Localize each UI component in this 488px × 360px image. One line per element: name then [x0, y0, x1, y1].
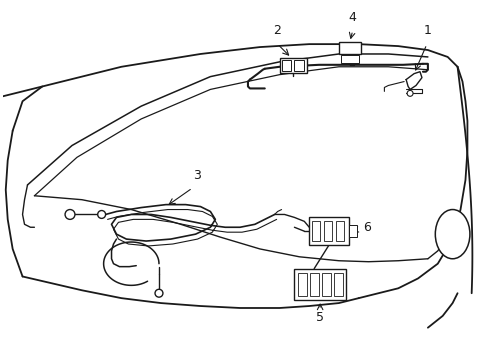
Circle shape	[407, 90, 412, 96]
Bar	[335, 221, 343, 241]
Text: 4: 4	[348, 11, 356, 24]
Circle shape	[155, 289, 163, 297]
Bar	[308, 217, 348, 245]
Ellipse shape	[434, 210, 469, 259]
Bar	[294, 60, 304, 71]
Bar	[338, 42, 360, 54]
Text: 2: 2	[272, 24, 280, 37]
Bar	[324, 221, 331, 241]
Bar	[279, 58, 306, 73]
Text: 3: 3	[192, 168, 200, 181]
Bar	[348, 225, 356, 237]
Bar	[298, 273, 306, 296]
Text: 6: 6	[362, 221, 370, 234]
Bar	[311, 221, 320, 241]
Bar	[322, 273, 330, 296]
Bar	[281, 60, 291, 71]
Bar	[340, 55, 358, 63]
Text: 5: 5	[315, 311, 324, 324]
Bar	[294, 269, 345, 300]
Circle shape	[98, 211, 105, 219]
Circle shape	[65, 210, 75, 219]
Bar	[309, 273, 319, 296]
Text: 1: 1	[423, 24, 431, 37]
Bar	[333, 273, 342, 296]
